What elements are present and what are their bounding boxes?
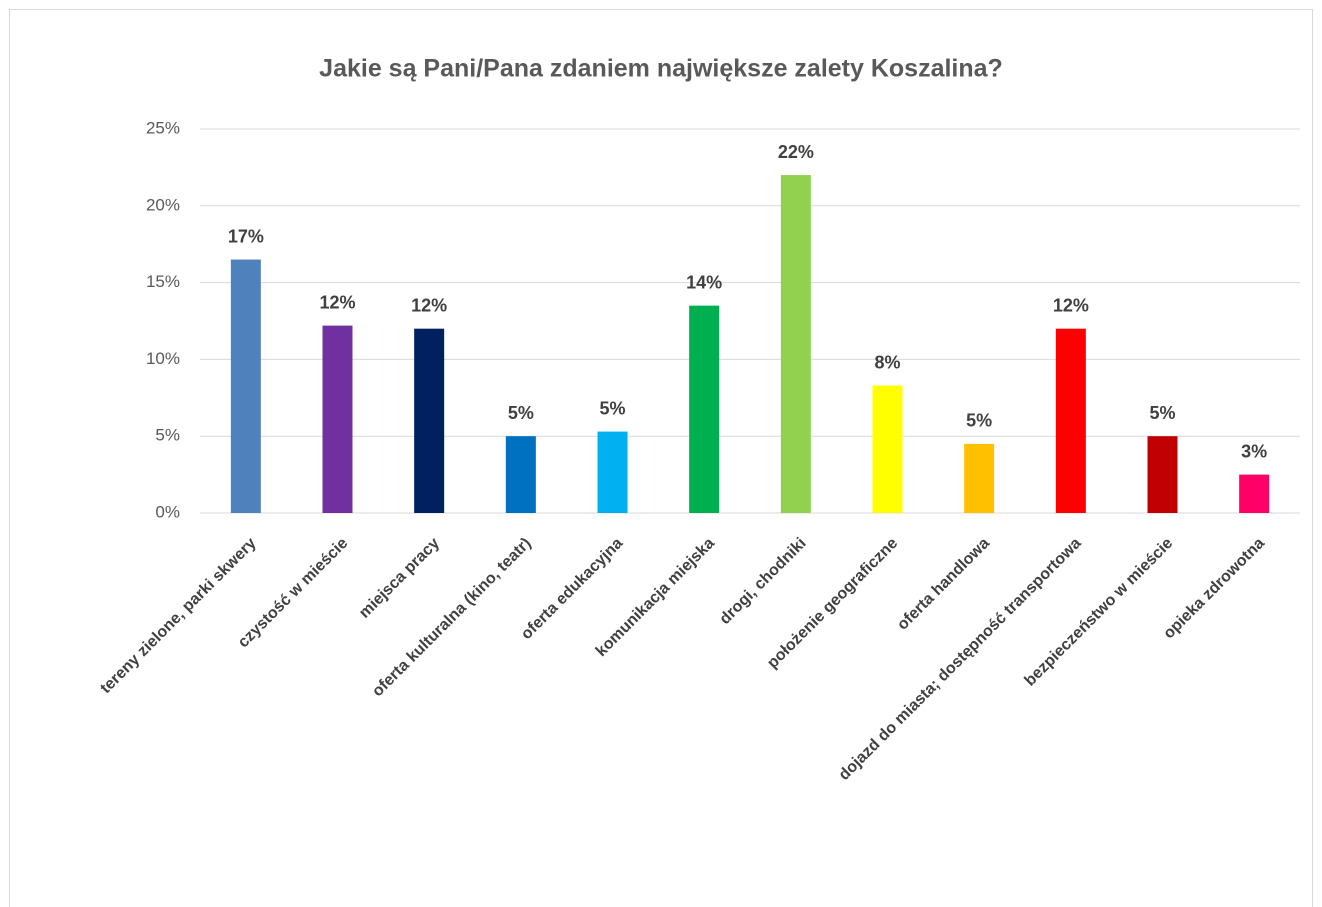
bar [414,328,445,513]
bar [689,305,720,513]
data-label: 22% [778,142,814,162]
y-tick-label: 15% [146,272,180,291]
data-label: 3% [1241,441,1267,461]
data-label: 5% [1149,403,1175,423]
bar [872,385,903,513]
data-label: 5% [966,411,992,431]
y-tick-label: 5% [155,426,180,445]
bar [780,175,811,513]
data-label: 12% [319,292,355,312]
bar [505,436,536,513]
bar [1239,474,1270,513]
bar [597,431,628,513]
chart-frame [9,9,1313,907]
bar [964,443,995,513]
data-label: 14% [686,272,722,292]
chart-title: Jakie są Pani/Pana zdaniem największe za… [319,55,1003,83]
data-label: 8% [874,352,900,372]
y-tick-label: 25% [146,118,180,137]
data-label: 12% [1053,295,1089,315]
y-tick-label: 10% [146,349,180,368]
bar [1055,328,1086,513]
data-label: 17% [228,226,264,246]
bar [322,325,353,513]
data-label: 12% [411,295,447,315]
data-label: 5% [508,403,534,423]
data-label: 5% [599,398,625,418]
bar [230,259,261,513]
y-tick-label: 0% [155,502,180,521]
y-tick-label: 20% [146,195,180,214]
bar [1147,436,1178,513]
